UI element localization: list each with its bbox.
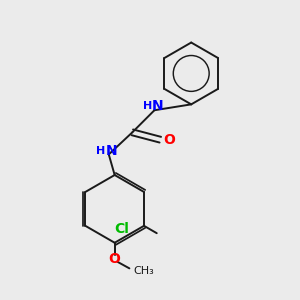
- Text: O: O: [109, 252, 121, 266]
- Text: Cl: Cl: [115, 222, 129, 236]
- Text: N: N: [152, 99, 164, 113]
- Text: CH₃: CH₃: [133, 266, 154, 276]
- Text: N: N: [106, 144, 118, 158]
- Text: H: H: [143, 101, 153, 111]
- Text: O: O: [163, 133, 175, 147]
- Text: H: H: [96, 146, 105, 156]
